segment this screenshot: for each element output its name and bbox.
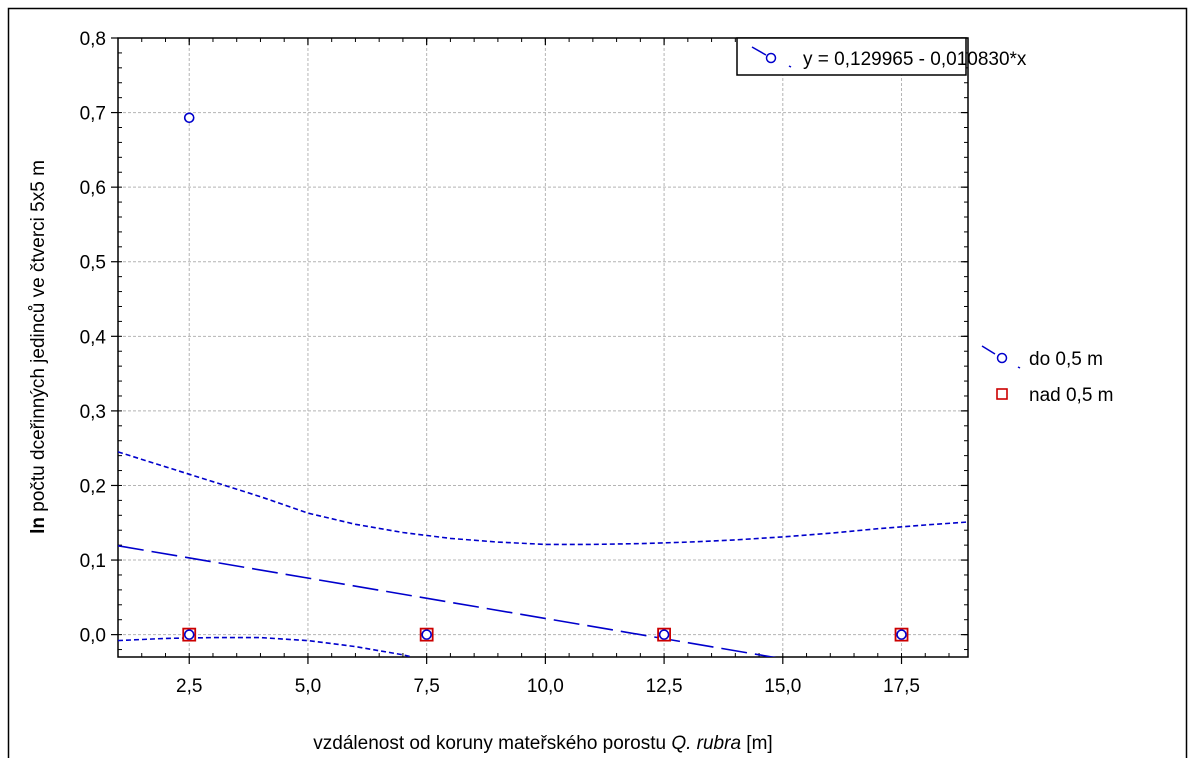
point-circle [183,112,195,124]
legend-circle-icon [996,352,1008,364]
equation-legend: y = 0,129965 - 0,010830*x [736,37,1027,76]
regression-equation: y = 0,129965 - 0,010830*x [803,49,1027,70]
legend-square-icon [996,388,1008,400]
legend-label-series-1: do 0,5 m [1029,349,1103,370]
point-circle [183,629,195,640]
point-circle [658,629,670,640]
y-tick-label: 0,7 [80,104,106,125]
data-points [182,112,909,642]
x-tick-label: 17,5 [883,676,920,697]
x-tick-label: 12,5 [646,676,683,697]
x-tick-label: 7,5 [413,676,439,697]
x-tick-label: 5,0 [295,676,321,697]
y-axis-ticks: 0,0 0,1 0,2 0,3 0,4 0,5 0,6 0,7 0,8 [80,29,968,647]
x-tick-label: 10,0 [527,676,564,697]
x-axis-ticks: 2,5 5,0 7,5 10,0 12,5 15,0 17,5 [176,38,920,697]
x-tick-label: 2,5 [176,676,202,697]
x-axis-label: vzdálenost od koruny mateřského porostu … [313,733,772,754]
confidence-band-upper [118,451,968,546]
legend-circle-icon [765,52,777,64]
point-circle [896,629,907,640]
point-circle [421,629,432,640]
minor-ticks [117,37,968,657]
legend-line-icon [751,46,767,56]
y-tick-label: 0,3 [80,402,106,423]
outer-frame [7,7,1188,758]
series-legend: do 0,5 m nad 0,5 m [981,345,1114,406]
plot-area [117,37,969,658]
x-tick-label: 15,0 [764,676,801,697]
y-tick-label: 0,1 [80,551,106,572]
confidence-band-lower [118,636,413,657]
y-tick-label: 0,2 [80,476,106,497]
legend-label-series-2: nad 0,5 m [1029,385,1114,406]
regression-line [118,544,777,657]
y-axis-label: ln počtu dceřinných jedinců ve čtverci 5… [28,160,49,534]
y-tick-label: 0,0 [80,626,106,647]
y-tick-label: 0,4 [80,327,107,348]
y-tick-label: 0,5 [80,253,106,274]
grid-lines [118,37,968,657]
y-tick-label: 0,8 [80,29,106,50]
y-tick-label: 0,6 [80,178,106,199]
legend-line-icon [981,345,996,355]
